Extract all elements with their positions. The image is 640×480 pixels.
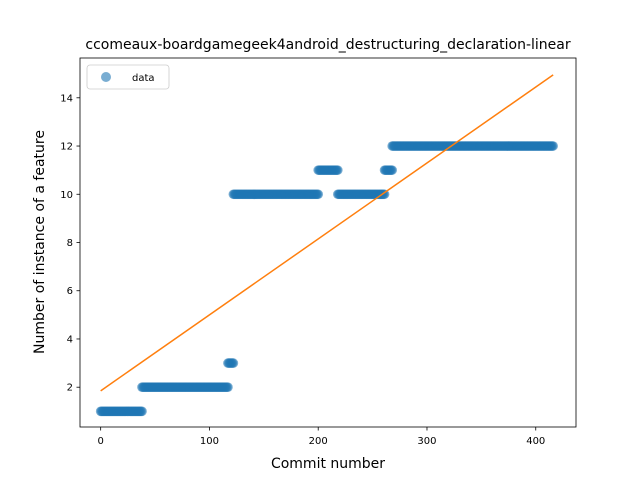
y-tick-label: 4 [67,334,73,345]
legend: data [86,64,170,90]
y-axis: 2 4 6 8 10 12 14 [60,93,80,394]
y-tick-label: 8 [67,238,73,249]
fit-line-layer [100,74,554,392]
x-tick-label: 200 [309,436,328,447]
legend-marker-icon [101,72,111,82]
data-point [548,141,558,151]
data-point [223,382,233,393]
data-point [379,189,390,200]
legend-box [86,64,170,90]
chart-title: ccomeaux-boardgamegeek4android_destructu… [85,37,570,53]
data-point [228,358,239,368]
data-point [313,189,324,200]
data-point [387,165,397,175]
x-tick-label: 300 [417,436,436,447]
legend-label: data [132,73,155,84]
y-tick-label: 10 [60,190,73,201]
y-axis-label: Number of instance of a feature [32,130,48,354]
y-tick-label: 12 [60,142,73,153]
x-tick-label: 100 [200,436,219,447]
data-point [137,406,147,417]
x-tick-label: 400 [526,436,545,447]
fit-line [100,74,554,392]
y-tick-label: 2 [67,383,73,394]
data-point [332,165,343,175]
y-tick-label: 14 [60,93,73,104]
data-points [95,141,558,417]
x-axis-label: Commit number [271,456,385,472]
x-tick-label: 0 [97,436,103,447]
y-tick-label: 6 [67,286,73,297]
x-axis: 0 100 200 300 400 [97,427,545,447]
